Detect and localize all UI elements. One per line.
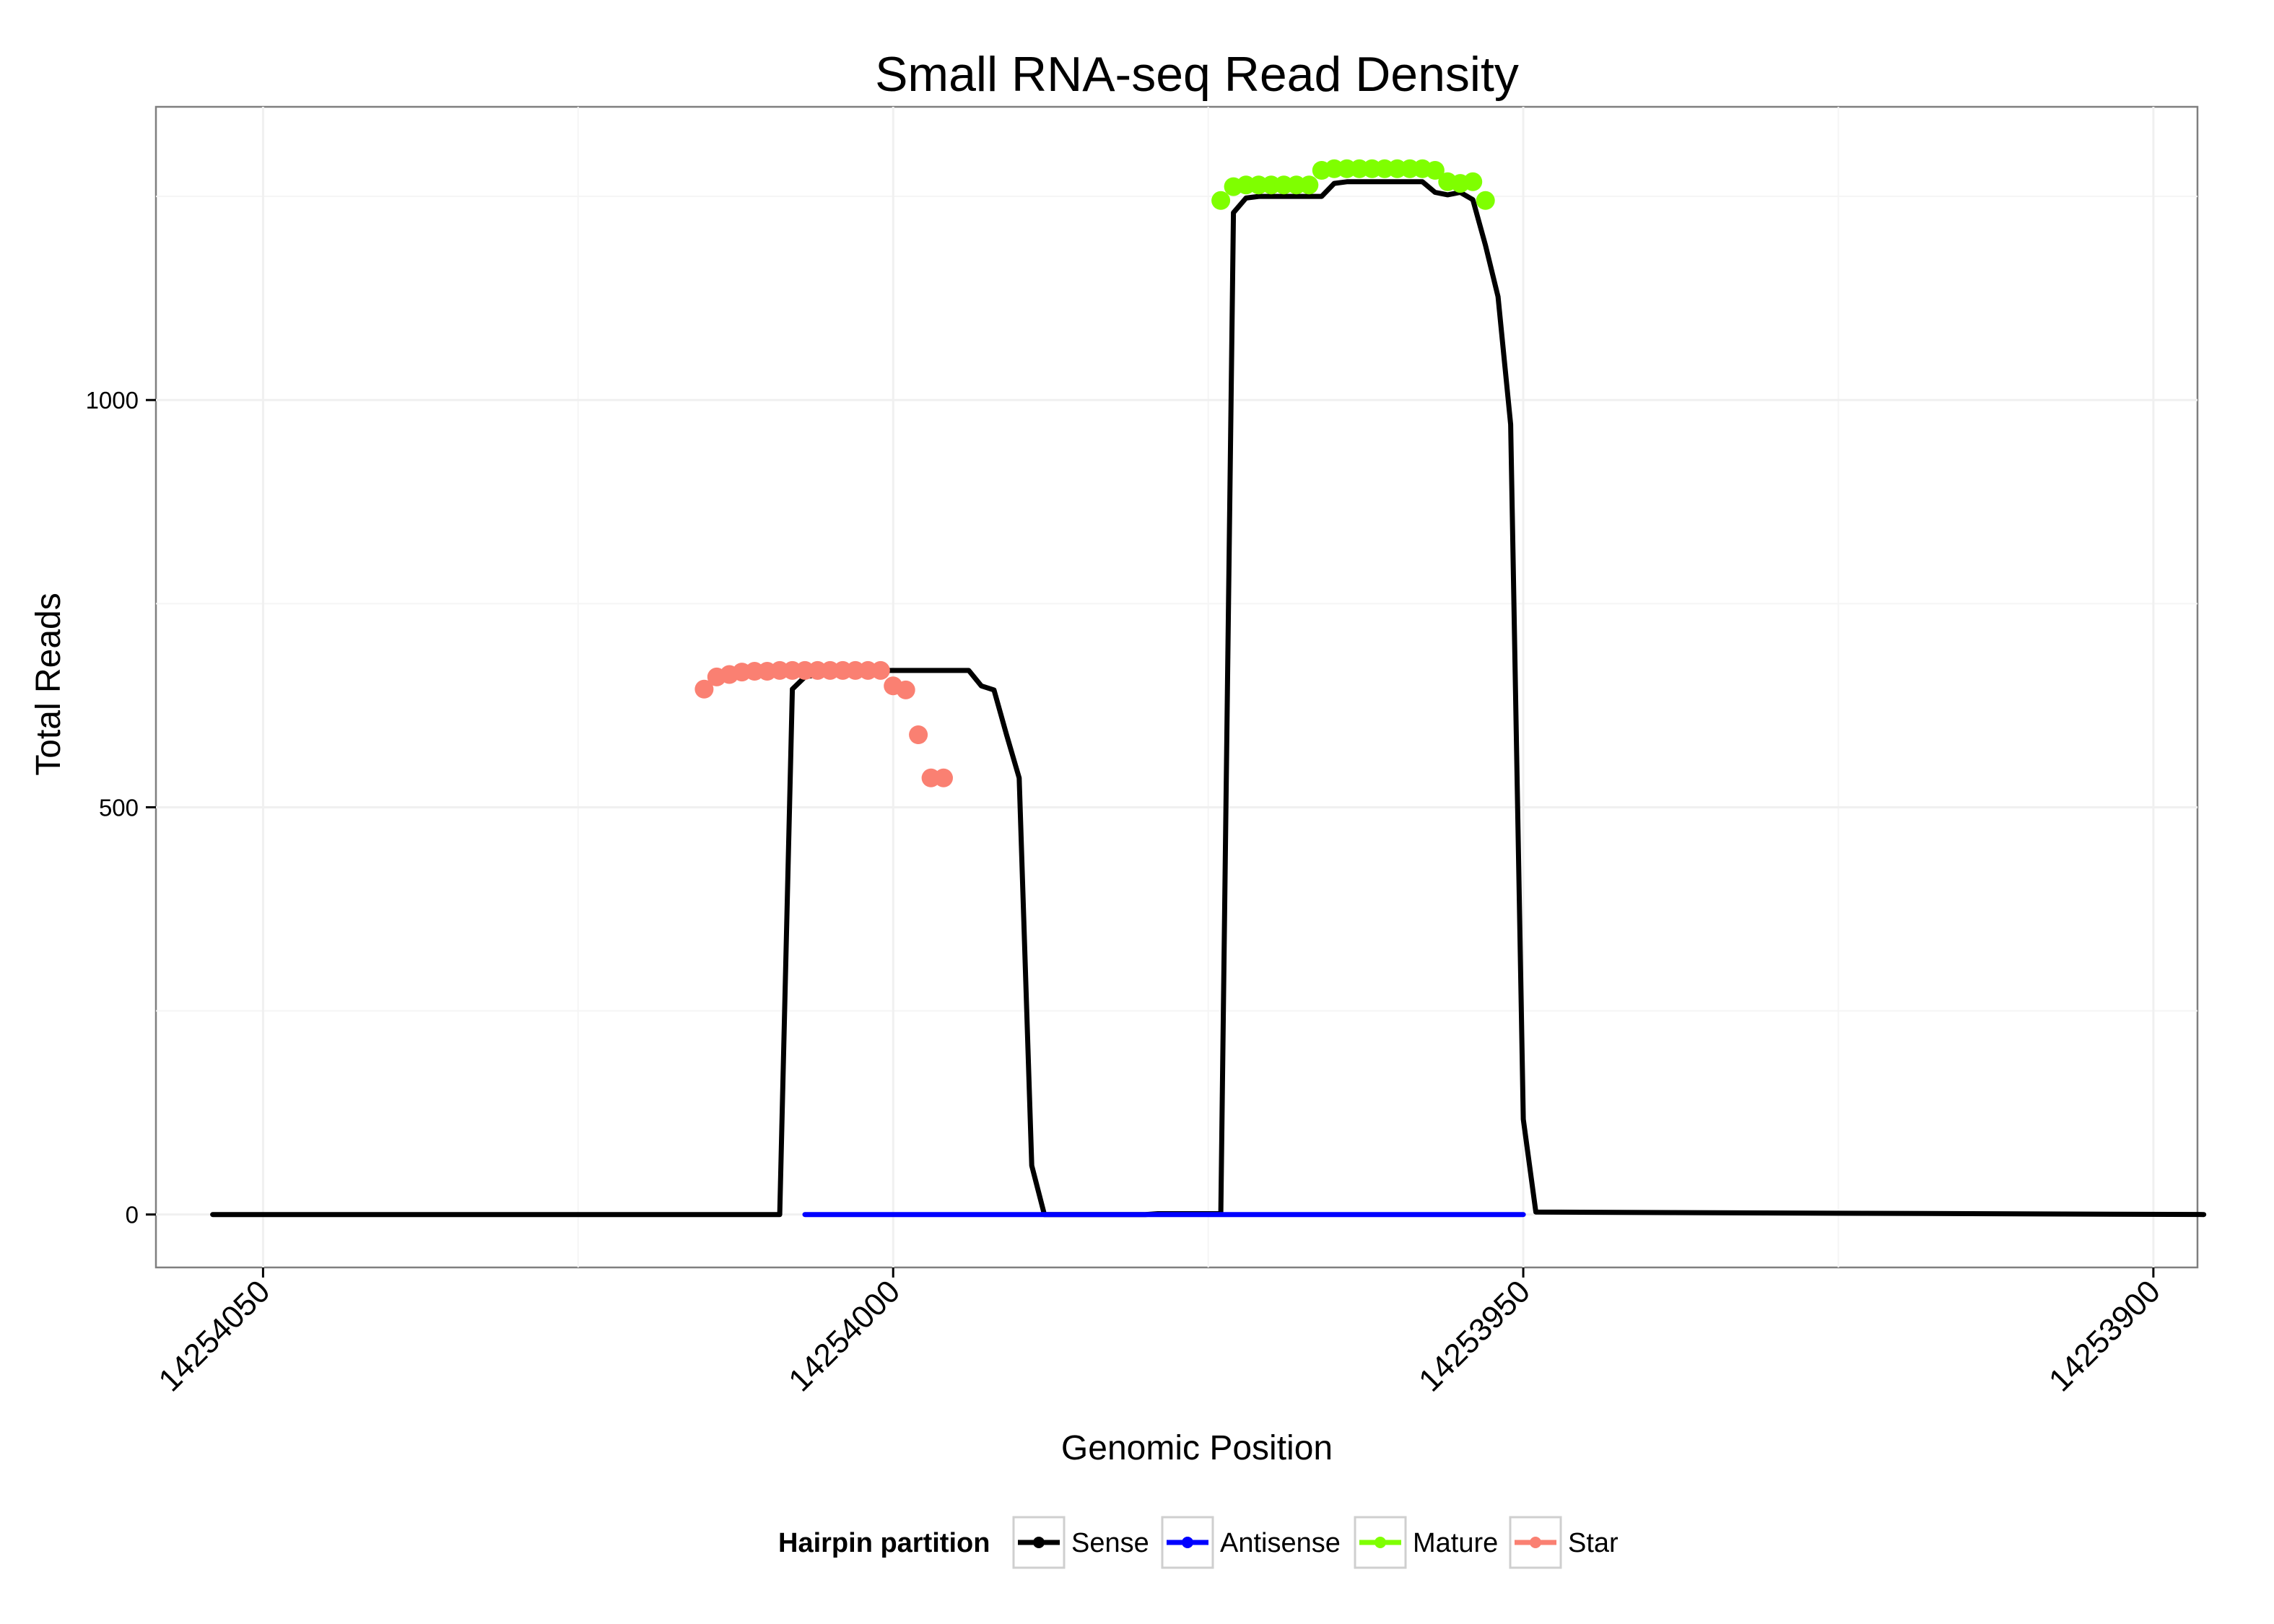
chart-title: Small RNA-seq Read Density bbox=[875, 47, 1519, 102]
star-point bbox=[909, 725, 928, 744]
legend-label-mature: Mature bbox=[1413, 1528, 1498, 1558]
mature-point bbox=[1299, 175, 1319, 195]
y-tick-label: 500 bbox=[99, 794, 139, 821]
legend: Hairpin partition Sense Antisense Mature St… bbox=[778, 1516, 1619, 1569]
plot-panel bbox=[154, 105, 2199, 1269]
y-axis-title: Total Reads bbox=[30, 593, 68, 775]
star-point bbox=[896, 680, 915, 699]
x-axis: 14254050 14254000 14253950 14253900 bbox=[152, 1267, 2167, 1398]
mature-point bbox=[1476, 191, 1495, 210]
mature-point bbox=[1463, 172, 1483, 191]
mature-point bbox=[1211, 191, 1231, 210]
legend-key-point bbox=[1530, 1537, 1541, 1548]
x-tick-label: 14254050 bbox=[152, 1273, 276, 1398]
y-axis: 0 500 1000 bbox=[86, 387, 156, 1228]
star-point bbox=[694, 679, 714, 699]
x-axis-title: Genomic Position bbox=[1061, 1429, 1333, 1467]
legend-label-star: Star bbox=[1568, 1528, 1619, 1558]
star-point bbox=[934, 768, 953, 787]
legend-title: Hairpin partition bbox=[778, 1528, 990, 1558]
legend-key-sense bbox=[1012, 1516, 1066, 1569]
x-tick-label: 14253900 bbox=[2042, 1273, 2167, 1398]
mature-point bbox=[1425, 161, 1445, 180]
star-point bbox=[871, 660, 890, 680]
legend-key-star bbox=[1509, 1516, 1562, 1569]
legend-key-point bbox=[1375, 1537, 1386, 1548]
x-tick-label: 14254000 bbox=[782, 1273, 907, 1398]
legend-label-antisense: Antisense bbox=[1220, 1528, 1341, 1558]
legend-key-point bbox=[1033, 1537, 1045, 1548]
x-tick-label: 14253950 bbox=[1412, 1273, 1537, 1398]
y-tick-label: 0 bbox=[126, 1202, 139, 1228]
legend-key-mature bbox=[1354, 1516, 1407, 1569]
point-layer bbox=[694, 159, 1495, 787]
y-tick-label: 1000 bbox=[86, 387, 139, 414]
legend-label-sense: Sense bbox=[1071, 1528, 1149, 1558]
legend-key-point bbox=[1182, 1537, 1193, 1548]
legend-key-antisense bbox=[1161, 1516, 1214, 1569]
